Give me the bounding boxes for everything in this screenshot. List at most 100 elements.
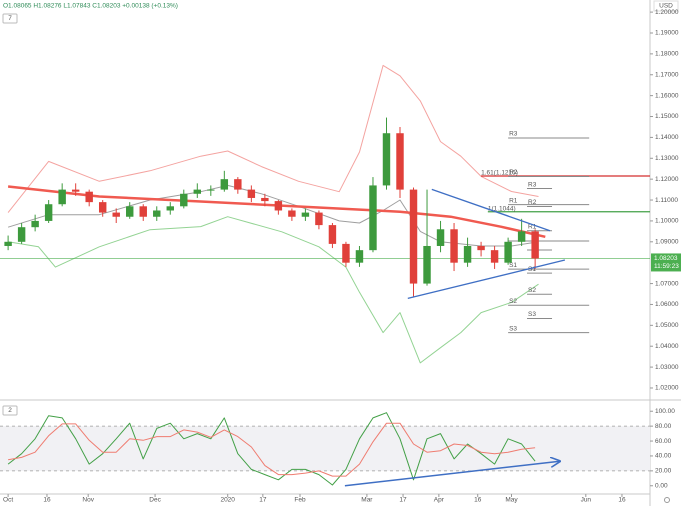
x-tick-label: Dec — [149, 497, 161, 504]
candle-body — [85, 191, 93, 203]
candle-body — [31, 220, 39, 228]
x-tick-label: Apr — [434, 497, 445, 504]
last-price-label: 1.08203 — [654, 255, 678, 262]
candle-body — [207, 189, 215, 191]
pivot-label: S2 — [509, 298, 517, 305]
oscillator-line — [7, 412, 536, 486]
y-tick-label: 1.17000 — [655, 71, 679, 78]
x-tick-label: 2020 — [220, 497, 235, 504]
y-tick-label: 1.10000 — [655, 218, 679, 225]
pivot-label: R1 — [509, 197, 518, 204]
trendline — [407, 259, 566, 300]
candle-body — [126, 206, 134, 217]
y-tick-label: 1.09000 — [655, 239, 679, 246]
y-tick-label: 1.14000 — [655, 134, 679, 141]
x-tick-label: Jun — [581, 497, 592, 504]
pivot-label: R2 — [509, 169, 518, 176]
overlay-line — [8, 216, 539, 364]
candle-body — [58, 189, 66, 205]
candle-body — [504, 241, 512, 263]
candle-body — [531, 231, 539, 259]
settings-button[interactable] — [656, 495, 678, 505]
candle-body — [301, 212, 310, 217]
candle-body — [17, 227, 26, 242]
currency: USD — [659, 3, 673, 10]
y-tick-label: 1.15000 — [655, 113, 679, 120]
y-tick-label: 1.18000 — [655, 51, 679, 58]
osc-y-tick-label: 0.00 — [655, 482, 668, 489]
pivot-label: R2 — [528, 199, 537, 206]
candle-body — [180, 193, 188, 207]
osc-y-tick-label: 20.00 — [655, 468, 672, 475]
last-price-tag — [651, 253, 681, 272]
pivot-label: S3 — [528, 311, 536, 318]
candle-body — [112, 212, 120, 217]
candle-body — [234, 179, 242, 190]
oscillator-trendline — [344, 461, 560, 487]
x-tick-label: Mar — [361, 497, 373, 504]
osc-y-tick-label: 80.00 — [655, 423, 672, 430]
candle-body — [369, 185, 377, 251]
indicator-toggle[interactable] — [2, 13, 18, 24]
candle-body — [261, 197, 269, 202]
osc-y-tick-label: 40.00 — [655, 453, 672, 460]
pivot-label: S3 — [509, 325, 517, 332]
x-tick-label: Nov — [82, 497, 94, 504]
y-tick-label: 1.16000 — [655, 92, 679, 99]
osc-y-tick-label: 60.00 — [655, 438, 672, 445]
candle-body — [463, 245, 472, 263]
x-tick-label: Oct — [3, 497, 13, 504]
y-tick-label: 1.07000 — [655, 280, 679, 287]
candle-body — [490, 250, 499, 263]
candle-body — [423, 245, 431, 284]
pivot-label: S1 — [528, 266, 536, 273]
oscillator-count: 2 — [8, 407, 12, 414]
candle-body — [139, 206, 147, 217]
candle-body — [396, 133, 404, 190]
candle-body — [382, 133, 391, 186]
y-tick-label: 1.11000 — [655, 197, 678, 204]
y-tick-label: 1.04000 — [655, 343, 679, 350]
candle-body — [436, 229, 445, 246]
candle-body — [247, 189, 256, 198]
x-tick-label: Feb — [294, 497, 306, 504]
y-tick-label: 1.02000 — [655, 385, 679, 392]
pivot-label: R3 — [528, 181, 537, 188]
candle-body — [315, 212, 323, 226]
y-tick-label: 1.20000 — [655, 9, 679, 16]
indicator-count: 7 — [8, 15, 12, 22]
x-tick-label: 17 — [399, 497, 407, 504]
y-tick-label: 1.06000 — [655, 301, 679, 308]
trendline — [431, 188, 551, 232]
candle-body — [517, 231, 526, 242]
y-tick-label: 1.19000 — [655, 30, 679, 37]
x-tick-label: 16 — [618, 497, 626, 504]
candle-body — [288, 210, 296, 217]
candle-body — [477, 245, 485, 251]
y-tick-label: 1.05000 — [655, 322, 679, 329]
pivot-label: S2 — [528, 287, 536, 294]
y-tick-label: 1.12000 — [655, 176, 679, 183]
pivot-label: S1 — [509, 262, 517, 269]
oscillator-band — [0, 426, 650, 471]
y-tick-label: 1.13000 — [655, 155, 679, 162]
candle-body — [342, 243, 350, 263]
ohlc-header: O1.08065 H1.08276 L1.07843 C1.08203 +0.0… — [3, 3, 178, 10]
pivot-label: R1 — [528, 223, 537, 230]
currency-box[interactable] — [653, 0, 679, 12]
candle-body — [274, 201, 283, 211]
candle-body — [4, 241, 12, 246]
candle-body — [166, 206, 174, 211]
countdown-label: 11:59:23 — [654, 263, 679, 270]
y-tick-label: 1.03000 — [655, 364, 679, 371]
x-tick-label: May — [505, 497, 518, 504]
overlay-line — [7, 185, 546, 239]
oscillator-toggle[interactable] — [2, 405, 18, 416]
overlay-line — [7, 64, 539, 213]
candle-body — [450, 229, 458, 263]
level-label: 1.61(1.1215) — [481, 170, 518, 177]
candle-body — [220, 179, 229, 190]
level-label: 1(1.1044) — [488, 205, 516, 212]
candle-body — [71, 189, 80, 192]
